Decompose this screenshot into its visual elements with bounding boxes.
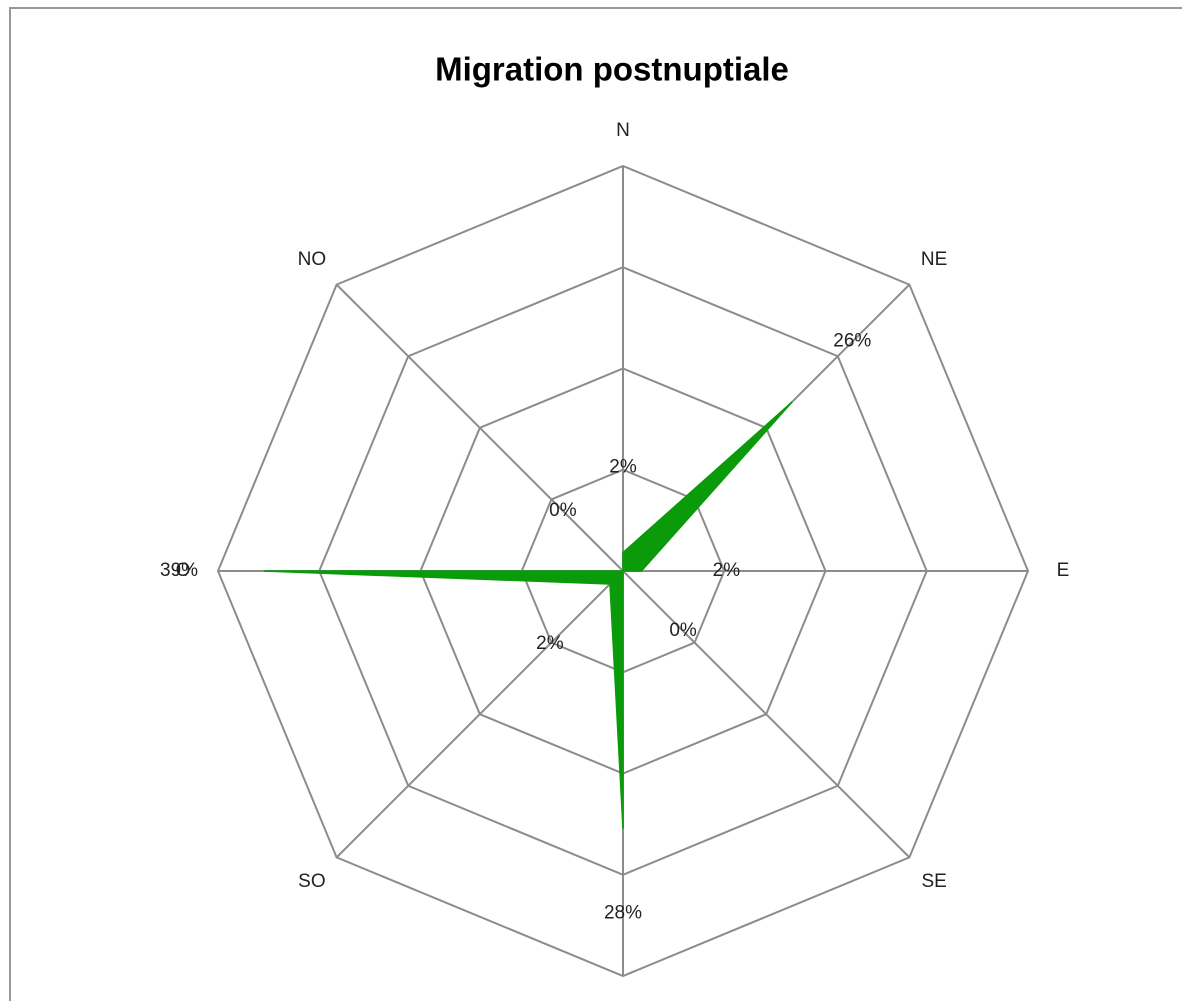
data-label: 2% xyxy=(713,560,741,581)
category-label: NE xyxy=(921,249,947,270)
data-label: 0% xyxy=(669,620,697,641)
data-label: 2% xyxy=(609,457,637,478)
category-label: SE xyxy=(921,871,946,892)
data-label: 2% xyxy=(536,633,564,654)
category-label: NO xyxy=(298,249,327,270)
data-label: 26% xyxy=(833,331,871,352)
chart-title: Migration postnuptiale xyxy=(435,51,789,88)
category-label: E xyxy=(1057,560,1070,581)
series-area xyxy=(263,401,793,829)
chart-frame xyxy=(9,7,1182,1001)
data-label: 0% xyxy=(549,500,577,521)
category-label: SO xyxy=(298,871,325,892)
data-label: 39% xyxy=(160,560,198,581)
axis-spoke xyxy=(622,570,911,859)
data-label: 28% xyxy=(604,903,642,924)
category-label: N xyxy=(616,120,630,141)
axis-spoke xyxy=(335,283,624,572)
category-label: O xyxy=(176,560,191,581)
axis-spoke xyxy=(335,570,624,859)
